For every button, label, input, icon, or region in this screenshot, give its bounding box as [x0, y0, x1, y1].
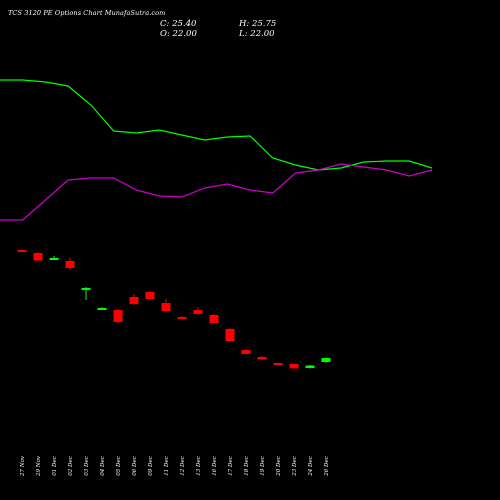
candle-body [81, 288, 91, 290]
candle-body [129, 297, 139, 304]
x-tick-label: 06 Dec [132, 456, 138, 476]
x-tick-label: 01 Dec [52, 456, 58, 476]
candle-11-dec [161, 299, 171, 312]
x-tick-label: 23 Dec [292, 456, 298, 477]
x-tick-label: 11 Dec [164, 456, 170, 476]
candle-19-dec [257, 356, 267, 360]
candle-body [65, 261, 75, 268]
candle-29-nov [33, 252, 43, 261]
candle-body [33, 253, 43, 261]
candle-body [177, 317, 187, 319]
ohlc-right: H: 25.75 L: 22.00 [239, 19, 276, 39]
candle-20-dec [273, 362, 283, 365]
open-value: O: 22.00 [160, 29, 197, 39]
chart-title: TCS 3120 PE Options Chart MunafaSutra.co… [8, 9, 166, 17]
candle-27-nov [17, 249, 27, 252]
x-tick-label: 29 Nov [36, 455, 42, 477]
candle-body [273, 363, 283, 365]
candle-body [161, 303, 171, 311]
candle-09-dec [145, 291, 155, 299]
candle-26-dec [321, 358, 331, 363]
x-tick-label: 09 Dec [148, 456, 154, 476]
ohlc-left: C: 25.40 O: 22.00 [160, 19, 197, 39]
candle-06-dec [129, 294, 139, 305]
candle-body [17, 250, 27, 252]
candle-01-dec [49, 256, 59, 260]
x-tick-label: 03 Dec [84, 456, 90, 476]
candle-body [145, 292, 155, 299]
x-tick-label: 13 Dec [196, 456, 202, 476]
x-tick-label: 26 Dec [324, 456, 330, 477]
magenta-indicator-line [0, 163, 433, 221]
candle-23-dec [289, 363, 299, 369]
candle-04-dec [97, 307, 107, 310]
candle-12-dec [177, 316, 187, 319]
candle-body [97, 308, 107, 310]
candle-03-dec [81, 287, 91, 300]
candle-body [113, 310, 123, 322]
candle-13-dec [193, 307, 203, 314]
candle-body [49, 258, 59, 260]
candle-body [289, 364, 299, 369]
low-value: L: 22.00 [239, 29, 275, 39]
candle-18-dec [241, 349, 251, 354]
x-tick-label: 12 Dec [180, 456, 186, 476]
x-tick-label: 19 Dec [260, 456, 266, 476]
close-value: C: 25.40 [160, 19, 197, 29]
candle-02-dec [65, 258, 75, 270]
x-tick-label: 04 Dec [100, 456, 106, 476]
candle-05-dec [113, 309, 123, 323]
high-value: H: 25.75 [239, 19, 277, 29]
candle-16-dec [209, 314, 219, 323]
x-tick-label: 02 Dec [68, 456, 74, 476]
x-tick-label: 20 Dec [276, 456, 282, 477]
candle-body [209, 315, 219, 323]
candle-17-dec [225, 328, 235, 342]
candle-body [305, 365, 315, 368]
green-indicator-line [0, 79, 433, 171]
x-tick-label: 27 Nov [20, 455, 26, 477]
candle-body [193, 310, 203, 314]
candle-24-dec [305, 365, 315, 369]
candle-body [225, 329, 235, 341]
x-tick-label: 18 Dec [244, 456, 250, 476]
candle-body [321, 358, 331, 362]
candle-body [257, 357, 267, 360]
x-tick-label: 05 Dec [116, 456, 122, 476]
candle-body [241, 350, 251, 354]
x-tick-label: 16 Dec [212, 456, 218, 476]
x-tick-label: 24 Dec [308, 456, 314, 477]
x-tick-label: 17 Dec [228, 456, 234, 476]
